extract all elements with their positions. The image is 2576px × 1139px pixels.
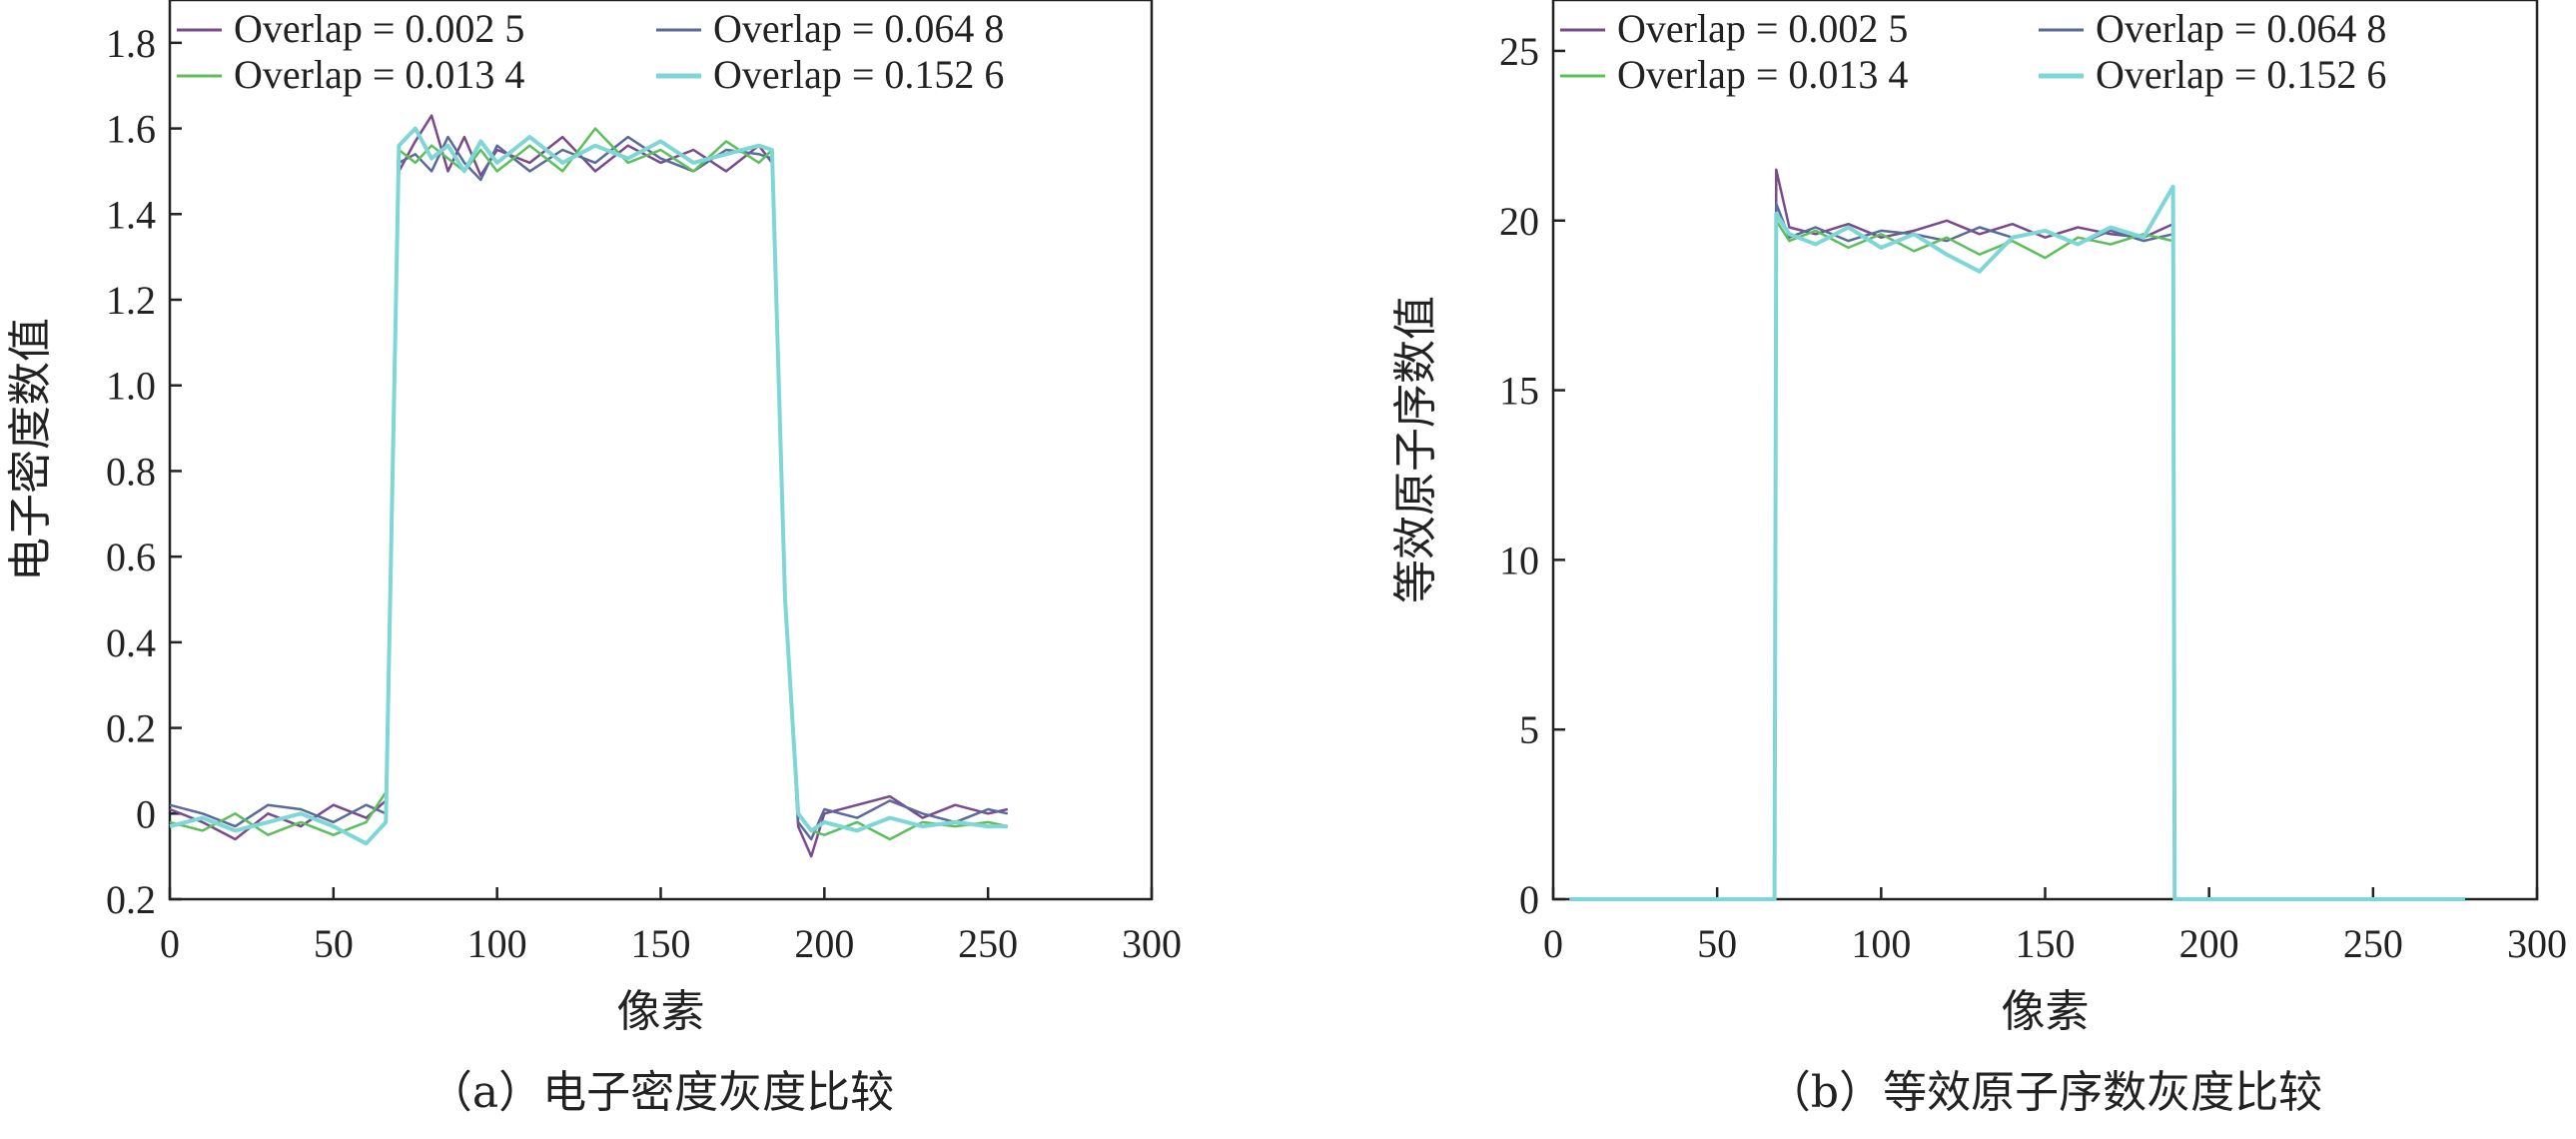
panel-caption: （a）电子密度灰度比较	[429, 1067, 894, 1118]
x-tick-label: 0	[1543, 921, 1563, 966]
x-tick-label: 300	[2507, 921, 2567, 966]
y-tick-label: 0.2	[106, 877, 156, 922]
panel-caption: （b）等效原子序数灰度比较	[1767, 1067, 2322, 1118]
y-tick-label: 5	[1519, 707, 1539, 752]
series-line-2	[169, 135, 1009, 841]
x-tick-label: 50	[1697, 921, 1737, 966]
panel-a: 0.200.20.40.60.81.01.21.41.61.80 50 100 150…	[5, 0, 1182, 1118]
x-tick-label: 100	[1851, 921, 1911, 966]
legend-label: Overlap = 0.152 6	[2096, 52, 2386, 97]
y-tick-label: 25	[1499, 29, 1539, 74]
y-tick-label: 20	[1499, 199, 1539, 244]
series-line-2	[1569, 202, 2465, 901]
x-tick-label: 150	[631, 921, 691, 966]
x-tick-label: 250	[2343, 921, 2403, 966]
x-tick-label: 0	[160, 921, 180, 966]
legend-label: Overlap = 0.002 5	[1617, 6, 1908, 51]
y-tick-label: 0.8	[106, 449, 156, 494]
x-axis-title: 像素	[617, 986, 705, 1037]
y-tick-label: 1.2	[106, 278, 156, 323]
y-tick-label: 0	[136, 791, 156, 836]
series-line-1	[1569, 168, 2465, 901]
series-line-4	[169, 126, 1008, 846]
plot-frame	[1551, 0, 2539, 901]
series-line-1	[169, 114, 1009, 858]
y-tick-label: 1.0	[106, 364, 156, 409]
legend-label: Overlap = 0.002 5	[234, 6, 524, 51]
y-tick-label: 10	[1499, 538, 1539, 582]
plot-frame	[168, 0, 1154, 901]
x-tick-label: 200	[2179, 921, 2239, 966]
x-tick-label: 100	[467, 921, 527, 966]
x-tick-label: 200	[794, 921, 854, 966]
y-tick-label: 0	[1519, 877, 1539, 922]
series-line-3	[169, 127, 1009, 841]
y-tick-label: 1.8	[106, 21, 156, 66]
y-axis-title: 电子密度数值	[5, 318, 56, 581]
series-line-4	[1569, 184, 2465, 901]
series-line-3	[1569, 219, 2465, 901]
legend-label: Overlap = 0.013 4	[1617, 52, 1908, 97]
y-tick-label: 15	[1499, 369, 1539, 414]
x-axis-title: 像素	[2002, 986, 2090, 1037]
y-axis-title: 等效原子序数值	[1390, 296, 1441, 603]
x-tick-label: 300	[1122, 921, 1182, 966]
x-tick-label: 150	[2016, 921, 2076, 966]
x-tick-label: 50	[314, 921, 354, 966]
legend-label: Overlap = 0.064 8	[713, 6, 1004, 51]
y-tick-label: 0.4	[106, 620, 156, 665]
legend-label: Overlap = 0.064 8	[2096, 6, 2386, 51]
legend-label: Overlap = 0.013 4	[234, 52, 524, 97]
y-tick-label: 1.4	[106, 192, 156, 237]
x-tick-label: 250	[958, 921, 1018, 966]
y-tick-label: 0.2	[106, 706, 156, 751]
y-tick-label: 1.6	[106, 107, 156, 152]
legend-label: Overlap = 0.152 6	[713, 52, 1004, 97]
y-tick-label: 0.6	[106, 535, 156, 579]
